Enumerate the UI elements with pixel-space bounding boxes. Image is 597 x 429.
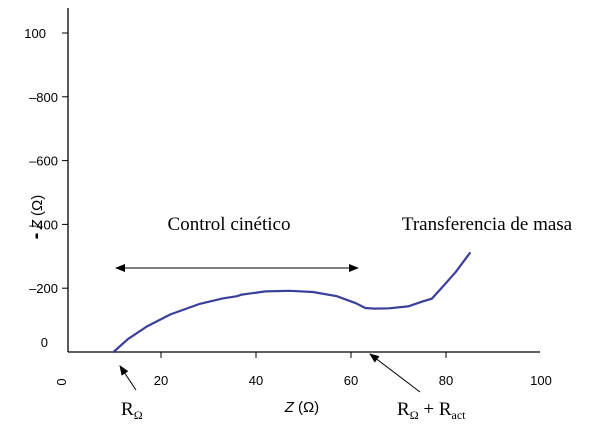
r-ohm-label: RΩ	[121, 399, 143, 422]
y-tick-label: 100	[24, 26, 46, 41]
y-axis-label-prefix: -	[25, 233, 47, 240]
x-tick-label: 80	[439, 373, 453, 388]
x-tick-label: 100	[530, 373, 552, 388]
y-tick-label: –400	[29, 217, 58, 232]
x-ticks: 0 20 40 60 80 100	[54, 352, 552, 388]
impedance-curve	[112, 252, 471, 354]
x-tick-label: 0	[54, 378, 69, 385]
y-axis-label: Z(Ω)	[29, 195, 46, 230]
x-tick-label: 40	[249, 373, 263, 388]
y-tick-label: 0	[41, 335, 48, 350]
r-sum-label: RΩ + Ract	[397, 399, 466, 422]
mass-transfer-label: Transferencia de masa	[402, 214, 573, 235]
y-ticks: 0 –200 –400 –600 –800 100	[24, 26, 68, 350]
kinetic-control-label: Control cinético	[168, 214, 291, 235]
y-tick-label: –200	[29, 281, 58, 296]
x-axis-label: Z (Ω)	[284, 399, 319, 416]
r-sum-pointer-arrow	[369, 353, 421, 393]
x-tick-label: 60	[344, 373, 358, 388]
y-tick-label: –800	[29, 90, 58, 105]
x-tick-label: 20	[154, 373, 168, 388]
r-ohm-pointer-arrow	[119, 365, 137, 391]
y-tick-label: –600	[29, 154, 58, 169]
